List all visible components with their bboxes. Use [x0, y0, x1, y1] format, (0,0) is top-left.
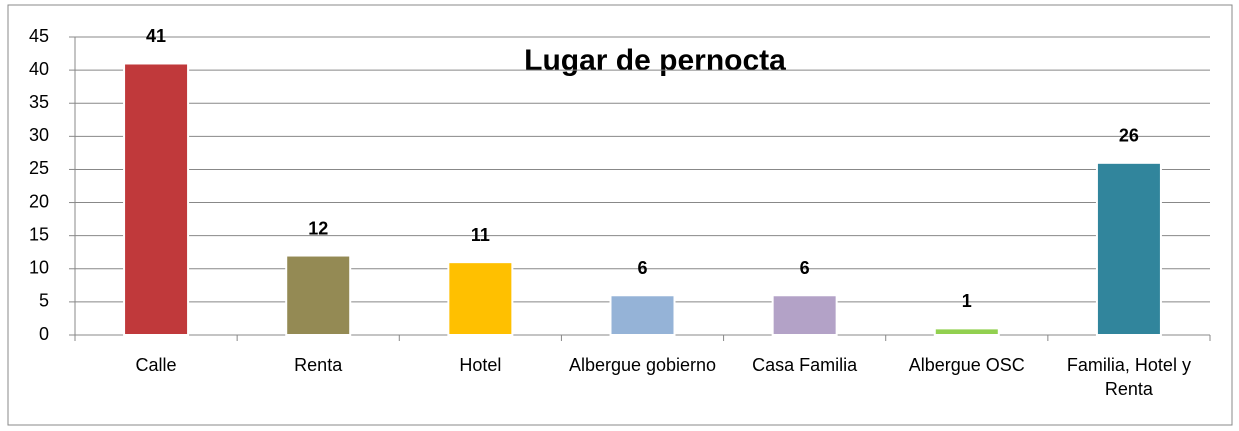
chart-border	[7, 4, 1233, 426]
x-tick-label: Renta	[294, 355, 343, 375]
y-tick-label: 0	[39, 324, 49, 344]
x-tick-label: Familia, Hotel y Renta	[1066, 355, 1191, 399]
y-tick-label: 5	[39, 291, 49, 311]
bar	[609, 294, 676, 336]
value-label: 12	[308, 218, 328, 238]
bar	[123, 62, 190, 336]
y-tick-label: 10	[29, 258, 49, 278]
bar	[1095, 161, 1162, 336]
x-tick-label: Albergue gobierno	[568, 355, 717, 375]
x-tick-label: Hotel	[459, 355, 502, 375]
y-tick-label: 25	[29, 158, 49, 178]
bar	[285, 254, 352, 337]
value-label: 1	[962, 291, 972, 311]
value-label: 6	[637, 258, 647, 278]
y-tick-label: 20	[29, 191, 49, 211]
y-tick-label: 30	[29, 125, 49, 145]
chart-title: Lugar de pernocta	[524, 44, 786, 77]
value-label: 6	[800, 258, 810, 278]
bar	[447, 261, 514, 336]
y-tick-label: 40	[29, 59, 49, 79]
value-label: 26	[1119, 126, 1139, 146]
x-tick-label: Calle	[135, 355, 177, 375]
y-tick-label: 45	[29, 26, 49, 46]
x-tick-label: Albergue OSC	[908, 355, 1025, 375]
x-tick-label: Casa Familia	[752, 355, 858, 375]
value-label: 11	[471, 225, 490, 245]
y-tick-label: 35	[29, 92, 49, 112]
bar	[933, 327, 1000, 336]
y-tick-label: 15	[29, 224, 49, 244]
value-label: 41	[146, 26, 166, 46]
bar	[771, 294, 838, 336]
